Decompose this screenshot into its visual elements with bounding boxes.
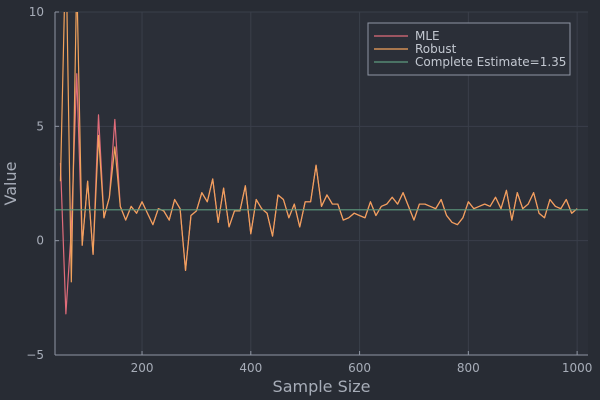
x-tick-label: 600	[348, 361, 371, 375]
legend-label-robust: Robust	[415, 42, 457, 56]
y-axis-title: Value	[1, 162, 20, 206]
x-tick-label: 200	[131, 361, 154, 375]
y-tick-label: 10	[29, 5, 44, 19]
x-tick-label: 400	[239, 361, 262, 375]
tick-labels: 200 400 600 800 1000 −5 0 5 10	[26, 5, 592, 375]
y-tick-label: 0	[36, 234, 44, 248]
y-tick-label: 5	[36, 119, 44, 133]
legend-label-mle: MLE	[415, 29, 440, 43]
series-lines	[55, 12, 588, 315]
legend: MLE Robust Complete Estimate=1.35	[367, 22, 571, 76]
x-tick-label: 800	[457, 361, 480, 375]
y-tick-label: −5	[26, 348, 44, 362]
x-tick-label: 1000	[562, 361, 593, 375]
legend-label-complete-estimate: Complete Estimate=1.35	[415, 55, 566, 69]
robust-series-line	[59, 12, 578, 283]
axes	[54, 12, 588, 356]
x-axis-title: Sample Size	[273, 377, 371, 396]
